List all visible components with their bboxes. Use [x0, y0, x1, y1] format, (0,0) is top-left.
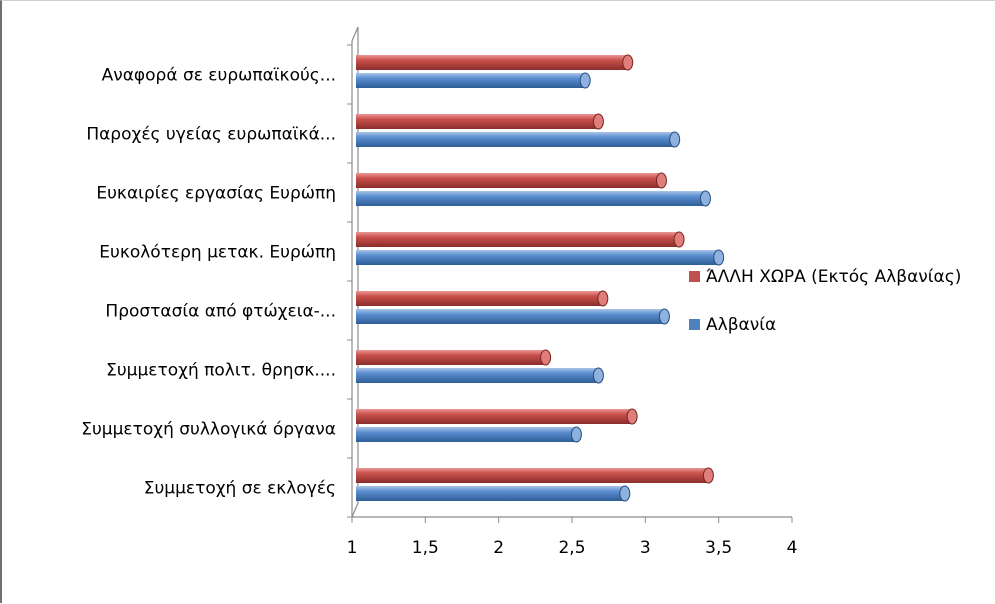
category-label: Ευκαιρίες εργασίας Ευρώπη — [96, 184, 336, 204]
legend-swatch — [689, 271, 700, 282]
bar-other-country — [356, 349, 552, 366]
bar-end-cap — [669, 131, 681, 148]
bar-end-cap — [702, 467, 714, 484]
depth-line-bottom — [351, 502, 359, 518]
x-tick-label: 1,5 — [412, 538, 439, 558]
bar-end-cap — [658, 308, 670, 325]
bar-albania — [356, 367, 604, 384]
legend-swatch — [689, 319, 700, 330]
bar-albania — [356, 426, 582, 443]
category-label: Συμμετοχή σε εκλογές — [144, 479, 336, 499]
category-label: Αναφορά σε ευρωπαϊκούς... — [102, 66, 336, 86]
bar-body — [356, 55, 628, 70]
category-label: Προστασία από φτώχεια-... — [105, 302, 336, 322]
bar-end-cap — [622, 54, 634, 71]
bar-end-cap — [699, 190, 711, 207]
bar-body — [356, 309, 665, 324]
bar-body — [356, 350, 546, 365]
bar-other-country — [356, 290, 609, 307]
bar-other-country — [356, 113, 604, 130]
bar-body — [356, 291, 603, 306]
bar-body — [356, 73, 586, 88]
bar-body — [356, 409, 633, 424]
bar-other-country — [356, 231, 685, 248]
category-label: Συμμετοχή συλλογικά όργανα — [81, 420, 336, 440]
bar-albania — [356, 72, 591, 89]
x-tick-label: 2,5 — [558, 538, 585, 558]
bar-body — [356, 114, 599, 129]
legend-label: ΆΛΛΗ ΧΩΡΑ (Εκτός Αλβανίας) — [706, 267, 961, 287]
x-tick-label: 3,5 — [705, 538, 732, 558]
bar-albania — [356, 308, 670, 325]
bar-body — [356, 132, 675, 147]
category-label: Παροχές υγείας ευρωπαϊκά... — [86, 125, 336, 145]
x-tick-label: 1 — [347, 538, 358, 558]
bar-body — [356, 486, 625, 501]
bar-end-cap — [655, 172, 667, 189]
bar-end-cap — [626, 408, 638, 425]
bar-body — [356, 427, 577, 442]
bar-other-country — [356, 172, 667, 189]
bar-end-cap — [713, 249, 725, 266]
bar-albania — [356, 131, 681, 148]
bar-albania — [356, 249, 725, 266]
x-tick-labels: 1 1,5 2 2,5 3 3,5 4 — [347, 538, 798, 558]
bars — [356, 54, 725, 502]
bar-albania — [356, 485, 631, 502]
bar-other-country — [356, 408, 638, 425]
category-label: Ευκολότερη μετακ. Ευρώπη — [99, 243, 336, 263]
legend: ΆΛΛΗ ΧΩΡΑ (Εκτός Αλβανίας) Αλβανία — [689, 267, 961, 335]
x-tick-label: 2 — [493, 538, 504, 558]
bar-other-country — [356, 467, 714, 484]
bar-body — [356, 191, 706, 206]
bar-albania — [356, 190, 711, 207]
bar-end-cap — [592, 113, 604, 130]
bar-end-cap — [597, 290, 609, 307]
bar-end-cap — [592, 367, 604, 384]
bar-body — [356, 173, 662, 188]
bar-body — [356, 232, 680, 247]
bar-end-cap — [570, 426, 582, 443]
bar-end-cap — [673, 231, 685, 248]
category-label: Συμμετοχή πολιτ. θρησκ.... — [106, 361, 336, 381]
bar-body — [356, 368, 599, 383]
bar-body — [356, 468, 709, 483]
legend-label: Αλβανία — [706, 315, 776, 335]
bar-end-cap — [579, 72, 591, 89]
category-labels: Συμμετοχή σε εκλογές Συμμετοχή συλλογικά … — [81, 66, 336, 499]
depth-line-top — [351, 26, 359, 42]
bar-other-country — [356, 54, 634, 71]
bar-end-cap — [619, 485, 631, 502]
x-tick-label: 3 — [640, 538, 651, 558]
bar-body — [356, 250, 719, 265]
bar-end-cap — [540, 349, 552, 366]
x-tick-label: 4 — [787, 538, 798, 558]
